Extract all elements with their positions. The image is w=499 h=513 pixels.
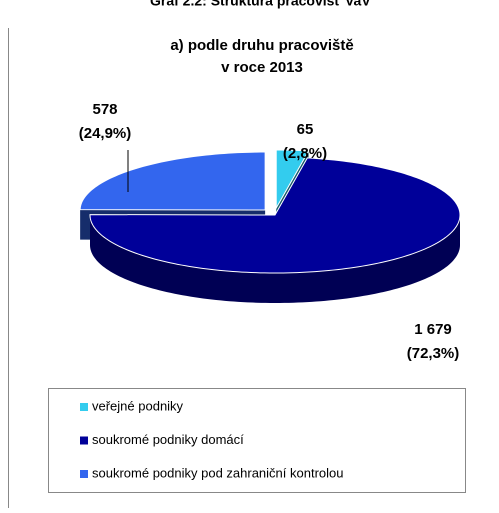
- legend-swatch: [80, 403, 88, 411]
- data-label: 578: [92, 101, 117, 118]
- legend-label: soukromé podniky pod zahraniční kontrolo…: [92, 465, 343, 480]
- legend-label: soukromé podniky domácí: [92, 432, 244, 447]
- header: Graf 2.2: Struktura pracovišť VaV: [150, 0, 371, 9]
- percent-label: (2,8%): [283, 145, 327, 162]
- slice: [89, 157, 461, 274]
- legend-label: veřejné podniky: [92, 398, 184, 413]
- data-label: 1 679: [414, 321, 452, 338]
- pie: [79, 149, 461, 303]
- slice-side: [90, 215, 460, 303]
- percent-label: (24,9%): [79, 125, 132, 142]
- data-label: 65: [297, 121, 314, 138]
- slice: [79, 151, 266, 211]
- legend-swatch: [80, 470, 88, 478]
- chart-title: a) podle druhu pracoviště: [170, 37, 353, 54]
- legend-box: [48, 388, 466, 493]
- percent-label: (72,3%): [407, 345, 460, 362]
- legend-swatch: [80, 436, 88, 445]
- labels: 65 (2,8%) 1 679 (72,3%) 578 (24,9%): [79, 101, 460, 362]
- chart-title: v roce 2013: [221, 59, 303, 76]
- slice: [275, 149, 310, 210]
- legend: veřejné podniky soukromé podniky domácí so…: [80, 398, 343, 480]
